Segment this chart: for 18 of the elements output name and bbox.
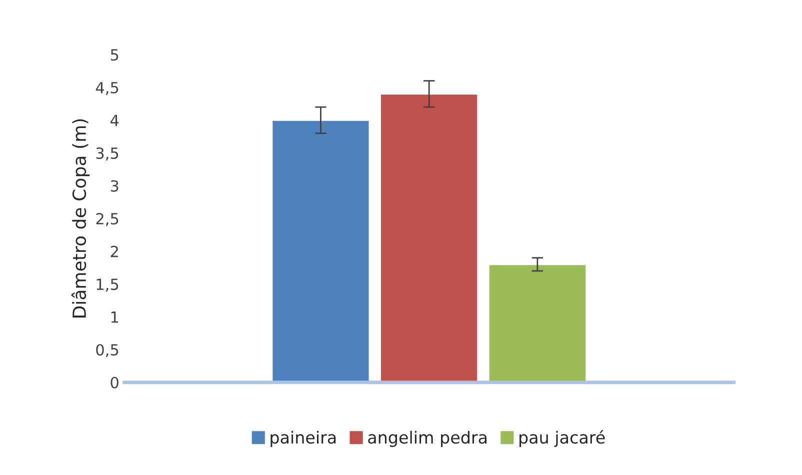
y-tick-label: 1 — [111, 311, 118, 323]
bar — [380, 93, 479, 382]
y-tick-label: 1,5 — [96, 278, 118, 292]
y-tick-label: 0,5 — [96, 344, 118, 358]
y-axis-title: Diâmetro de Copa (m) — [71, 119, 90, 318]
y-tick-label: 5 — [110, 49, 118, 61]
y-tick-label: 3 — [110, 180, 118, 192]
legend-label: paineira — [270, 430, 336, 447]
y-tick-label: 2,5 — [96, 212, 118, 226]
bar — [271, 119, 370, 382]
legend-label: angelim pedra — [368, 430, 486, 447]
y-tick-label: 0 — [110, 376, 118, 388]
y-tick-label: 4 — [110, 114, 119, 126]
y-tick-label: 3,5 — [96, 147, 118, 161]
bar — [488, 264, 587, 382]
y-tick-label: 2 — [110, 246, 118, 258]
legend-label: pau jacaré — [520, 430, 605, 447]
y-tick-label: 4,5 — [96, 82, 118, 95]
